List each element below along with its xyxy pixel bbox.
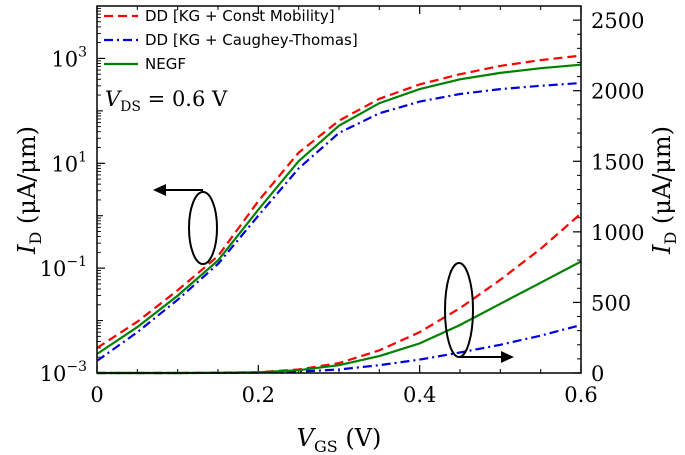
right-arrow-icon <box>501 351 514 363</box>
series-line-right-0 <box>97 212 582 375</box>
x-tick-label: 0.6 <box>564 383 597 407</box>
left-arrow-icon <box>153 184 166 196</box>
right-tick-label: 2000 <box>591 80 644 104</box>
right-tick-label: 1000 <box>591 221 644 245</box>
right-tick-label: 1500 <box>591 150 644 174</box>
series-line-left-0 <box>96 54 582 349</box>
right-tick-label: 0 <box>591 362 604 386</box>
series-line-left-1 <box>96 81 582 362</box>
legend-label: DD [KG + Const Mobility] <box>145 7 335 25</box>
series-line-left-2 <box>96 63 582 355</box>
major-ticks: 0 0.2 0.4 0.6 10−3 10−1 101 103 0 500 1000 1500 2000… <box>40 6 644 407</box>
x-tick-label: 0.2 <box>242 383 275 407</box>
right-tick-label: 500 <box>591 291 631 315</box>
left-tick-label: 103 <box>51 44 87 71</box>
vds-annotation: VDS = 0.6 V <box>105 87 228 115</box>
plot-frame <box>96 5 582 374</box>
legend-label: NEGF <box>145 55 186 73</box>
annotation-layer <box>153 184 514 363</box>
left-tick-label: 101 <box>51 149 87 176</box>
left-axis-marker-ellipse <box>188 191 218 265</box>
left-y-axis-label: ID (μA/μm) <box>13 126 45 255</box>
x-tick-label: 0 <box>90 383 103 407</box>
right-tick-label: 2500 <box>591 9 644 33</box>
left-tick-label: 10−3 <box>40 359 87 386</box>
right-y-axis-label: ID (μA/μm) <box>648 126 680 255</box>
left-tick-label: 10−1 <box>40 254 87 281</box>
legend: DD [KG + Const Mobility] DD [KG + Caughey… <box>104 7 358 73</box>
x-axis-label: VGS (V) <box>297 424 382 455</box>
legend-label: DD [KG + Caughey-Thomas] <box>145 31 358 49</box>
x-tick-label: 0.4 <box>403 383 436 407</box>
